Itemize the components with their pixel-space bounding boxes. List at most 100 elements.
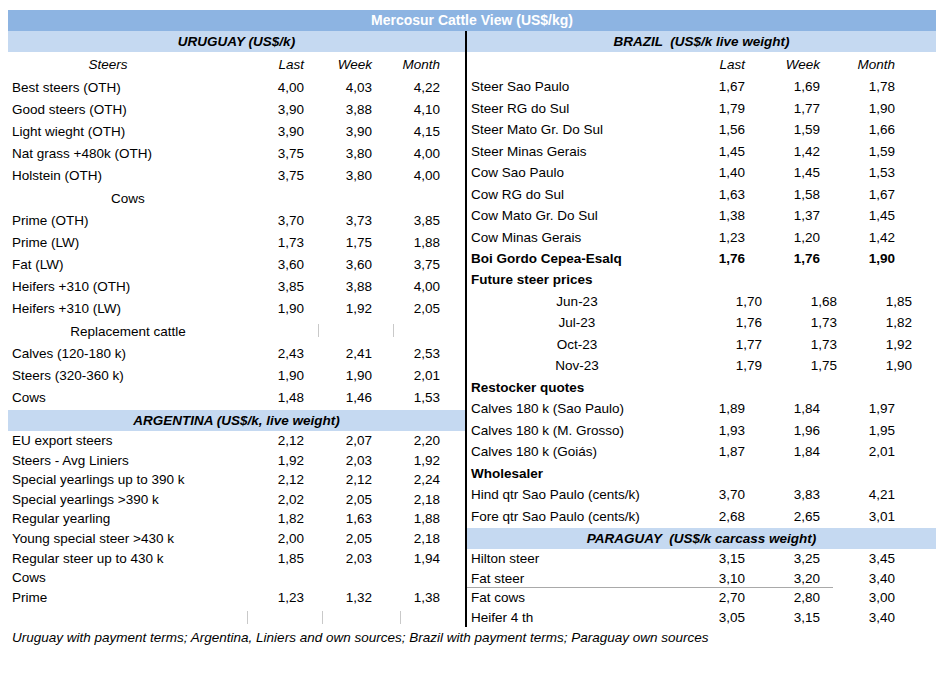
value-month: 1,59 xyxy=(820,144,895,159)
row-label: Best steers (OTH) xyxy=(8,80,236,95)
value-week: 3,25 xyxy=(745,551,820,566)
value-week: 3,60 xyxy=(304,257,372,272)
table-row: Heifers +310 (LW)1,901,922,05 xyxy=(8,298,465,320)
value-week: 1,90 xyxy=(304,368,372,383)
value-week: 1,46 xyxy=(304,390,372,405)
value-month: 3,45 xyxy=(820,551,895,566)
table-row: Fore qtr Sao Paulo (cents/k)2,682,653,01 xyxy=(467,505,936,526)
column-header-month: Month xyxy=(820,57,895,72)
value-week: 1,42 xyxy=(745,144,820,159)
value-month: 1,95 xyxy=(820,423,895,438)
table-row: Cow Minas Gerais1,231,201,42 xyxy=(467,226,936,247)
value-week: 2,41 xyxy=(304,346,372,361)
value-last: 2,70 xyxy=(670,590,745,605)
section-header-paraguay: PARAGUAY (US$/k carcass weight) xyxy=(467,528,936,549)
value-last: 1,85 xyxy=(236,551,304,566)
row-label: Cow Sao Paulo xyxy=(467,165,670,180)
value-week: 1,76 xyxy=(745,251,820,266)
table-row: EU export steers2,122,072,20 xyxy=(8,431,465,451)
gridline-tick xyxy=(393,324,394,337)
row-label: Regular yearling xyxy=(8,511,236,526)
row-label: Young special steer >430 k xyxy=(8,531,236,546)
row-label: Regular steer up to 430 k xyxy=(8,551,236,566)
mercosur-cattle-report: Mercosur Cattle View (US$/kg) URUGUAY (U… xyxy=(8,10,936,627)
value-month: 3,01 xyxy=(820,509,895,524)
column-header-month: Month xyxy=(372,57,440,72)
table-row: Fat steer3,103,203,40 xyxy=(467,568,936,588)
value-last: 1,92 xyxy=(236,453,304,468)
brazil-rows: Steer Sao Paulo1,671,691,78 Steer RG do S… xyxy=(467,76,936,527)
table-row: Cow Sao Paulo1,401,451,53 xyxy=(467,162,936,183)
row-label: Heifers +310 (LW) xyxy=(8,301,236,316)
row-label: EU export steers xyxy=(8,433,236,448)
value-week: 1,68 xyxy=(762,294,837,309)
value-month: 1,92 xyxy=(372,453,440,468)
value-last: 2,12 xyxy=(236,433,304,448)
value-month: 3,40 xyxy=(820,571,895,586)
value-month: 1,45 xyxy=(820,208,895,223)
uruguay-column-header-row: Steers Last Week Month xyxy=(8,52,465,76)
uruguay-rows: Best steers (OTH)4,004,034,22Good steers… xyxy=(8,76,465,409)
table-row: Replacement cattle xyxy=(8,320,465,342)
row-label: Good steers (OTH) xyxy=(8,102,236,117)
value-week: 1,73 xyxy=(762,315,837,330)
value-last: 3,90 xyxy=(236,102,304,117)
row-label: Calves (120-180 k) xyxy=(8,346,236,361)
value-month: 2,05 xyxy=(372,301,440,316)
row-label: Hind qtr Sao Paulo (cents/k) xyxy=(467,487,670,502)
value-last: 2,02 xyxy=(236,492,304,507)
table-row: Steer Minas Gerais1,451,421,59 xyxy=(467,140,936,161)
value-week: 1,84 xyxy=(745,444,820,459)
value-last: 1,89 xyxy=(670,401,745,416)
value-month: 1,92 xyxy=(837,337,912,352)
value-month: 1,42 xyxy=(820,230,895,245)
table-row: Calves (120-180 k)2,432,412,53 xyxy=(8,342,465,364)
row-label: Cow Mato Gr. Do Sul xyxy=(467,208,670,223)
row-label: Oct-23 xyxy=(467,337,687,352)
row-label: Special yearlings >390 k xyxy=(8,492,236,507)
value-week: 2,05 xyxy=(304,492,372,507)
column-header-week: Week xyxy=(304,57,372,72)
row-label: Calves 180 k (M. Grosso) xyxy=(467,423,670,438)
value-week: 3,88 xyxy=(304,102,372,117)
value-month: 4,21 xyxy=(820,487,895,502)
value-week: 1,58 xyxy=(745,187,820,202)
value-week: 1,96 xyxy=(745,423,820,438)
table-row: Light wieght (OTH)3,903,904,15 xyxy=(8,120,465,142)
value-week: 3,90 xyxy=(304,124,372,139)
row-label: Fat steer xyxy=(467,571,670,586)
table-row: Steer Sao Paulo1,671,691,78 xyxy=(467,76,936,97)
row-label: Steer RG do Sul xyxy=(467,101,670,116)
value-last: 1,79 xyxy=(687,358,762,373)
table-row: Calves 180 k (Sao Paulo)1,891,841,97 xyxy=(467,398,936,419)
value-week: 1,75 xyxy=(762,358,837,373)
right-panel: BRAZIL (US$/k live weight) Last Week Mon… xyxy=(465,31,936,627)
row-label: Prime xyxy=(8,590,236,605)
value-week: 1,73 xyxy=(762,337,837,352)
value-last: 1,63 xyxy=(670,187,745,202)
table-row: Prime (LW)1,731,751,88 xyxy=(8,231,465,253)
row-label: Replacement cattle xyxy=(8,324,248,339)
row-label: Cows xyxy=(8,191,248,206)
row-label: Fat (LW) xyxy=(8,257,236,272)
row-label: Jul-23 xyxy=(467,315,687,330)
value-last: 1,40 xyxy=(670,165,745,180)
row-label: Prime (LW) xyxy=(8,235,236,250)
table-row: Nat grass +480k (OTH)3,753,804,00 xyxy=(8,143,465,165)
value-last: 3,90 xyxy=(236,124,304,139)
value-month: 3,00 xyxy=(820,590,895,605)
value-month: 2,20 xyxy=(372,433,440,448)
value-week: 3,80 xyxy=(304,168,372,183)
value-last: 1,67 xyxy=(670,79,745,94)
table-row: Young special steer >430 k2,002,052,18 xyxy=(8,529,465,549)
value-month: 1,66 xyxy=(820,122,895,137)
value-last: 3,15 xyxy=(670,551,745,566)
table-row: Prime1,231,321,38 xyxy=(8,588,465,608)
value-month: 3,40 xyxy=(820,610,895,625)
value-month: 1,90 xyxy=(820,101,895,116)
value-last: 3,10 xyxy=(670,571,745,586)
value-week: 1,32 xyxy=(304,590,372,605)
value-last: 1,87 xyxy=(670,444,745,459)
gridline-tick xyxy=(400,611,401,624)
table-row: Special yearlings >390 k2,022,052,18 xyxy=(8,490,465,510)
